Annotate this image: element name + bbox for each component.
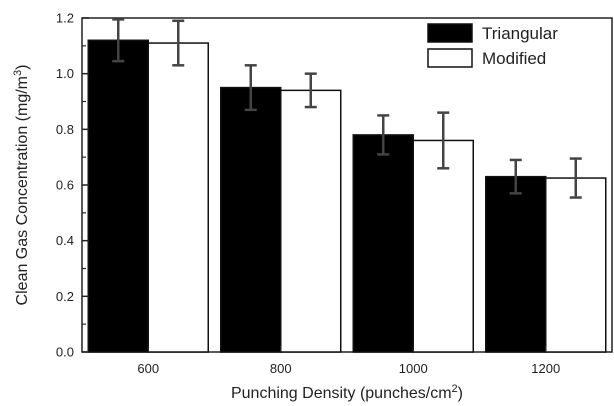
x-axis-title: Punching Density (punches/cm2) [231,383,463,402]
legend-label-modified: Modified [482,49,546,68]
legend-label-triangular: Triangular [482,24,558,43]
legend: Triangular Modified [427,23,558,68]
y-axis-title: Clean Gas Concentration (mg/m3) [12,65,31,306]
axes-group: 0.0 0.2 0.4 0.6 0.8 1.0 1.2 600 800 1000 1200 [56,11,560,377]
y-tick-label: 0.2 [56,289,74,304]
legend-swatch-triangular [427,23,473,43]
bar-triangular-800 [220,86,282,353]
legend-swatch-modified [427,48,473,68]
y-tick-label: 0.4 [56,233,74,248]
bar-modified-600 [147,42,209,353]
bar-triangular-600 [87,39,149,353]
x-tick-label: 1200 [531,361,560,376]
bar-modified-1200 [545,177,607,353]
y-tick-label: 0.6 [56,178,74,193]
x-tick-label: 1000 [399,361,428,376]
x-tick-label: 600 [137,361,159,376]
y-tick-label: 0.0 [56,345,74,360]
bar-modified-1000 [412,139,474,353]
bar-modified-800 [280,89,342,353]
y-tick-label: 1.0 [56,66,74,81]
bar-triangular-1200 [485,175,547,353]
bars-group [87,39,607,353]
y-tick-label: 0.8 [56,122,74,137]
y-tick-label: 1.2 [56,11,74,26]
x-tick-label: 800 [270,361,292,376]
bar-triangular-1000 [352,134,414,353]
error-bars-group [112,18,582,199]
